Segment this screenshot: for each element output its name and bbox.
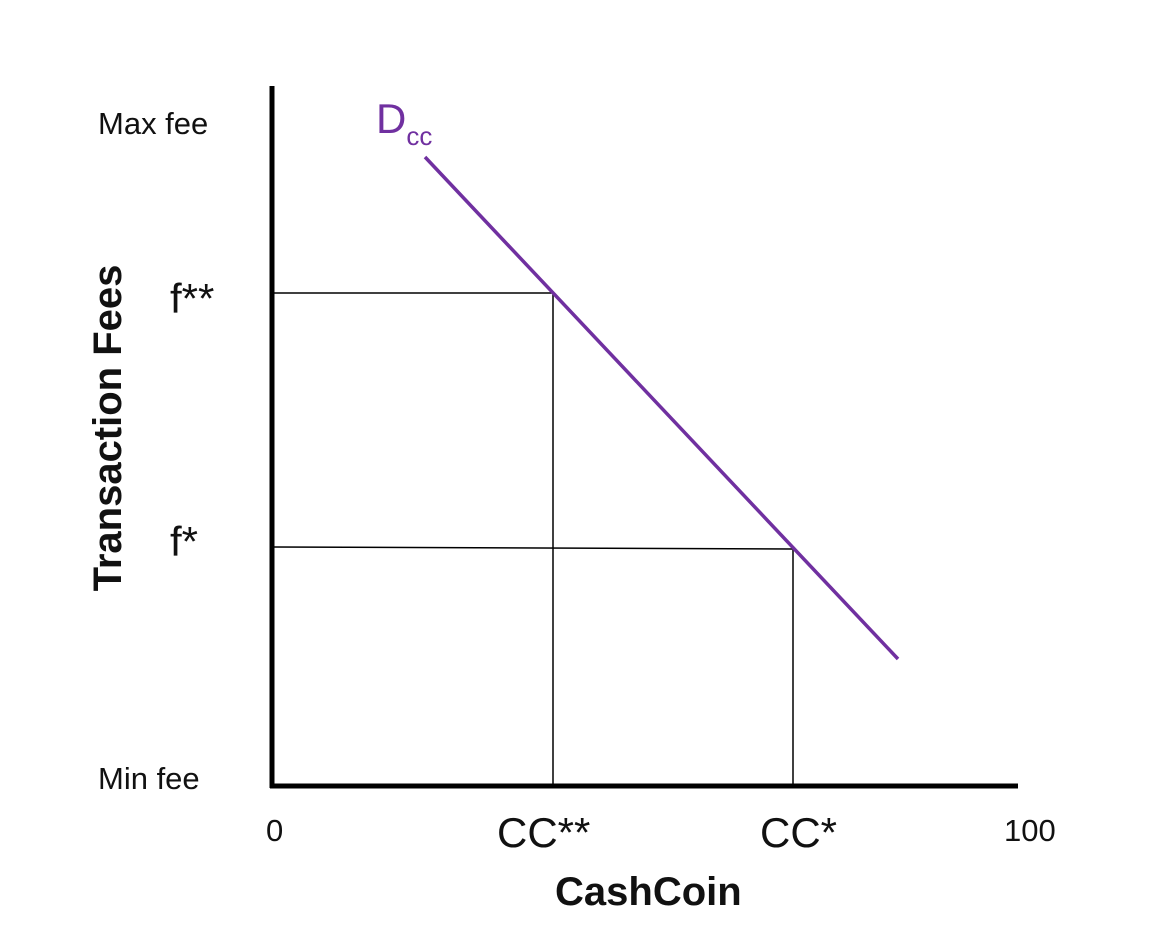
demand-curve-label: Dcc (376, 95, 433, 151)
y-axis-title: Transaction Fees (86, 264, 130, 592)
cc-high-label: CC* (760, 809, 838, 856)
f-high-label: f** (170, 275, 215, 322)
x-max-label: 100 (1004, 813, 1056, 848)
demand-curve-label-sub: cc (406, 121, 433, 151)
y-min-label: Min fee (98, 761, 200, 796)
x-axis-title: CashCoin (555, 870, 742, 914)
demand-curve (423, 155, 900, 661)
f-low-label: f* (170, 518, 199, 565)
y-max-label: Max fee (98, 106, 209, 141)
guide-f-low-horizontal (273, 546, 794, 550)
demand-curve-label-main: D (376, 95, 407, 142)
cc-low-label: CC** (497, 809, 591, 856)
x-zero-label: 0 (266, 813, 284, 848)
